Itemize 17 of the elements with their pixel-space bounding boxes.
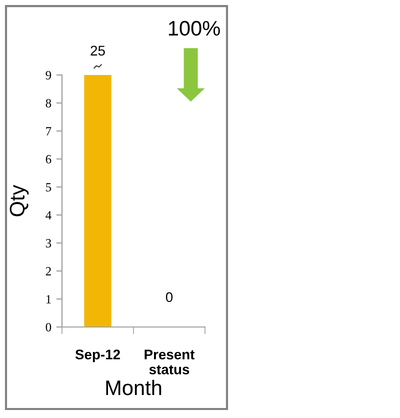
y-tick-label: 7 xyxy=(46,127,52,136)
x-tick-label: Present status xyxy=(144,350,195,374)
y-tick-label: 2 xyxy=(46,267,51,276)
data-label: 0 xyxy=(166,292,173,302)
y-tick-label: 6 xyxy=(46,155,52,164)
annotation: 25 xyxy=(90,46,105,56)
y-tick-label: 9 xyxy=(46,71,52,80)
x-tick-label: Sep-12 xyxy=(75,350,120,362)
x-axis-title: Month xyxy=(106,380,162,396)
text: 100% xyxy=(168,20,220,36)
y-tick-label: 5 xyxy=(46,183,52,192)
y-tick-label: 4 xyxy=(46,211,52,220)
y-tick-label: 0 xyxy=(46,323,52,332)
y-tick-label: 8 xyxy=(46,99,52,108)
y-axis-title: Qty xyxy=(10,184,29,216)
y-tick-label: 1 xyxy=(46,295,51,304)
y-tick-label: 3 xyxy=(46,239,52,248)
